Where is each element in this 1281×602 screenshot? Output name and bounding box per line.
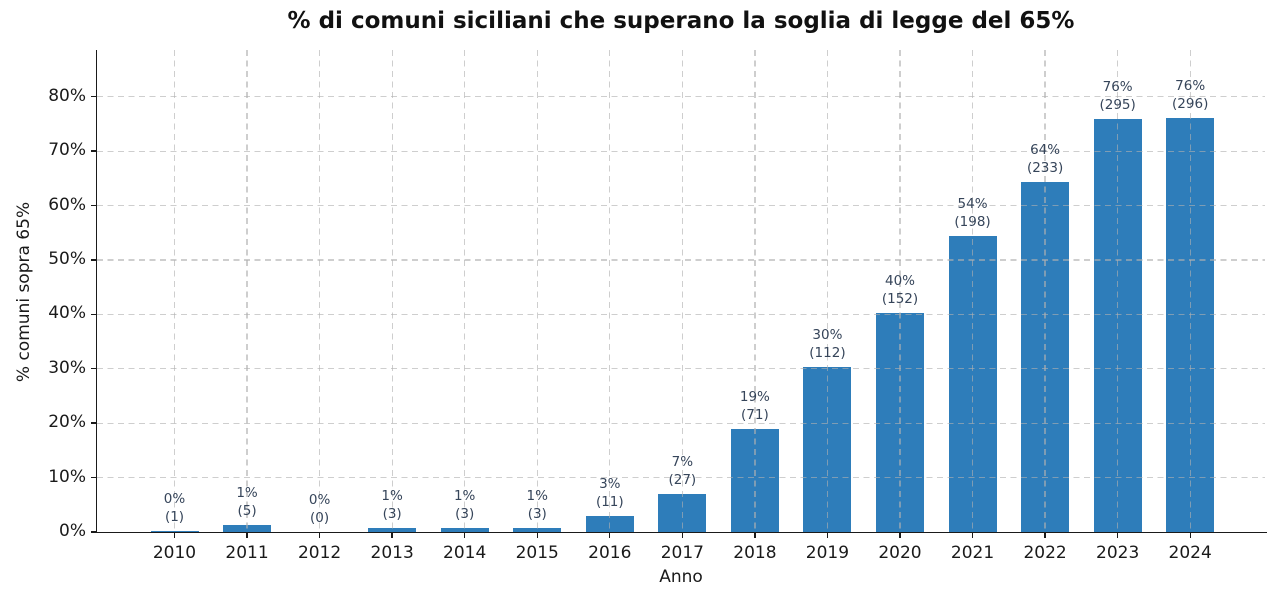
bar-2021 [948, 236, 997, 532]
bar-2023 [1093, 119, 1142, 532]
x-tick-label: 2018 [733, 543, 777, 563]
y-tick-label: 70% [48, 140, 86, 161]
y-tick-mark [91, 476, 96, 479]
bar-value-percent: 19% [739, 388, 770, 405]
bar-2022 [1021, 182, 1070, 532]
bar-value-label: 19% (71) [710, 388, 800, 424]
x-tick-mark [464, 533, 466, 538]
y-tick-mark [91, 368, 96, 370]
bar-value-count: (198) [954, 214, 991, 231]
bar-value-label: 76% (296) [1145, 77, 1235, 113]
x-tick-label: 2011 [225, 543, 269, 563]
bar-value-percent: 54% [957, 196, 988, 213]
bar-value-label: 30% (112) [782, 326, 872, 362]
bar-value-count: (233) [1026, 160, 1064, 177]
bar-value-count: (71) [741, 406, 769, 423]
y-tick-label: 60% [48, 194, 86, 215]
x-tick-label: 2024 [1168, 543, 1212, 563]
x-tick-label: 2016 [588, 543, 632, 563]
x-tick-label: 2022 [1023, 543, 1067, 563]
y-tick-label: 80% [48, 85, 86, 106]
bar-value-count: (152) [881, 290, 919, 307]
bar-2014 [440, 527, 489, 532]
x-tick-mark [899, 533, 901, 538]
bar-value-percent: 76% [1175, 78, 1206, 94]
x-tick-label: 2020 [878, 543, 922, 563]
x-tick-label: 2015 [515, 543, 559, 563]
bar-value-label: 40% (152) [855, 272, 945, 308]
y-tick-mark [91, 96, 96, 98]
bar-value-percent: 30% [812, 327, 843, 344]
x-tick-mark [681, 533, 684, 538]
x-tick-mark [173, 533, 176, 538]
x-tick-mark [246, 533, 248, 538]
y-tick-label: 0% [59, 521, 86, 541]
x-tick-mark [826, 533, 829, 538]
x-tick-mark [318, 533, 321, 538]
x-tick-label: 2019 [805, 543, 850, 563]
x-tick-mark [1044, 533, 1046, 538]
bar-2019 [803, 367, 852, 532]
bar-value-label: 54% (198) [928, 195, 1018, 231]
y-tick-label: 50% [48, 248, 86, 269]
x-tick-mark [1116, 533, 1119, 538]
x-tick-mark [754, 533, 756, 538]
y-axis-spine [95, 50, 98, 533]
bar-value-percent: 7% [671, 453, 694, 470]
y-tick-mark [91, 531, 96, 533]
y-tick-label: 20% [48, 412, 86, 433]
bar-2013 [368, 527, 417, 532]
bar-2015 [513, 527, 562, 532]
y-tick-label: 30% [48, 357, 86, 378]
bar-2010 [150, 530, 199, 532]
y-tick-mark [91, 259, 96, 261]
bar-value-label: 7% (27) [637, 453, 727, 489]
bar-2011 [223, 524, 272, 532]
y-tick-mark [91, 150, 96, 152]
x-tick-label: 2012 [297, 543, 342, 563]
bar-2024 [1166, 118, 1215, 532]
x-tick-label: 2021 [950, 543, 995, 563]
x-tick-label: 2017 [660, 543, 704, 563]
x-tick-label: 2010 [152, 543, 197, 563]
bar-2016 [585, 515, 634, 532]
x-tick-label: 2023 [1096, 543, 1140, 563]
x-axis-label: Anno [659, 567, 703, 587]
bar-value-percent: 40% [884, 272, 915, 289]
x-tick-mark [1189, 533, 1191, 538]
x-tick-label: 2014 [443, 543, 487, 563]
bar-value-count: (27) [668, 471, 697, 488]
y-tick-label: 40% [48, 303, 86, 324]
y-tick-label: 10% [48, 466, 86, 487]
bar-value-count: (296) [1172, 96, 1209, 112]
bar-2020 [876, 312, 924, 532]
chart-title: % di comuni siciliani che superano la so… [287, 8, 1075, 34]
y-tick-mark [91, 204, 96, 207]
y-tick-mark [91, 313, 96, 316]
y-tick-mark [91, 422, 96, 424]
x-tick-label: 2013 [370, 543, 414, 563]
x-axis-spine [95, 531, 1267, 534]
x-tick-mark [971, 533, 974, 538]
x-tick-mark [609, 533, 611, 538]
x-tick-mark [391, 533, 393, 538]
bar-value-percent: 64% [1030, 142, 1061, 159]
bar-value-label: 64% (233) [1000, 141, 1090, 177]
bar-2018 [730, 428, 779, 532]
bar-value-count: (112) [809, 345, 846, 362]
bar-value-count: (11) [595, 493, 624, 510]
x-tick-mark [536, 533, 538, 538]
bar-2017 [658, 493, 707, 532]
